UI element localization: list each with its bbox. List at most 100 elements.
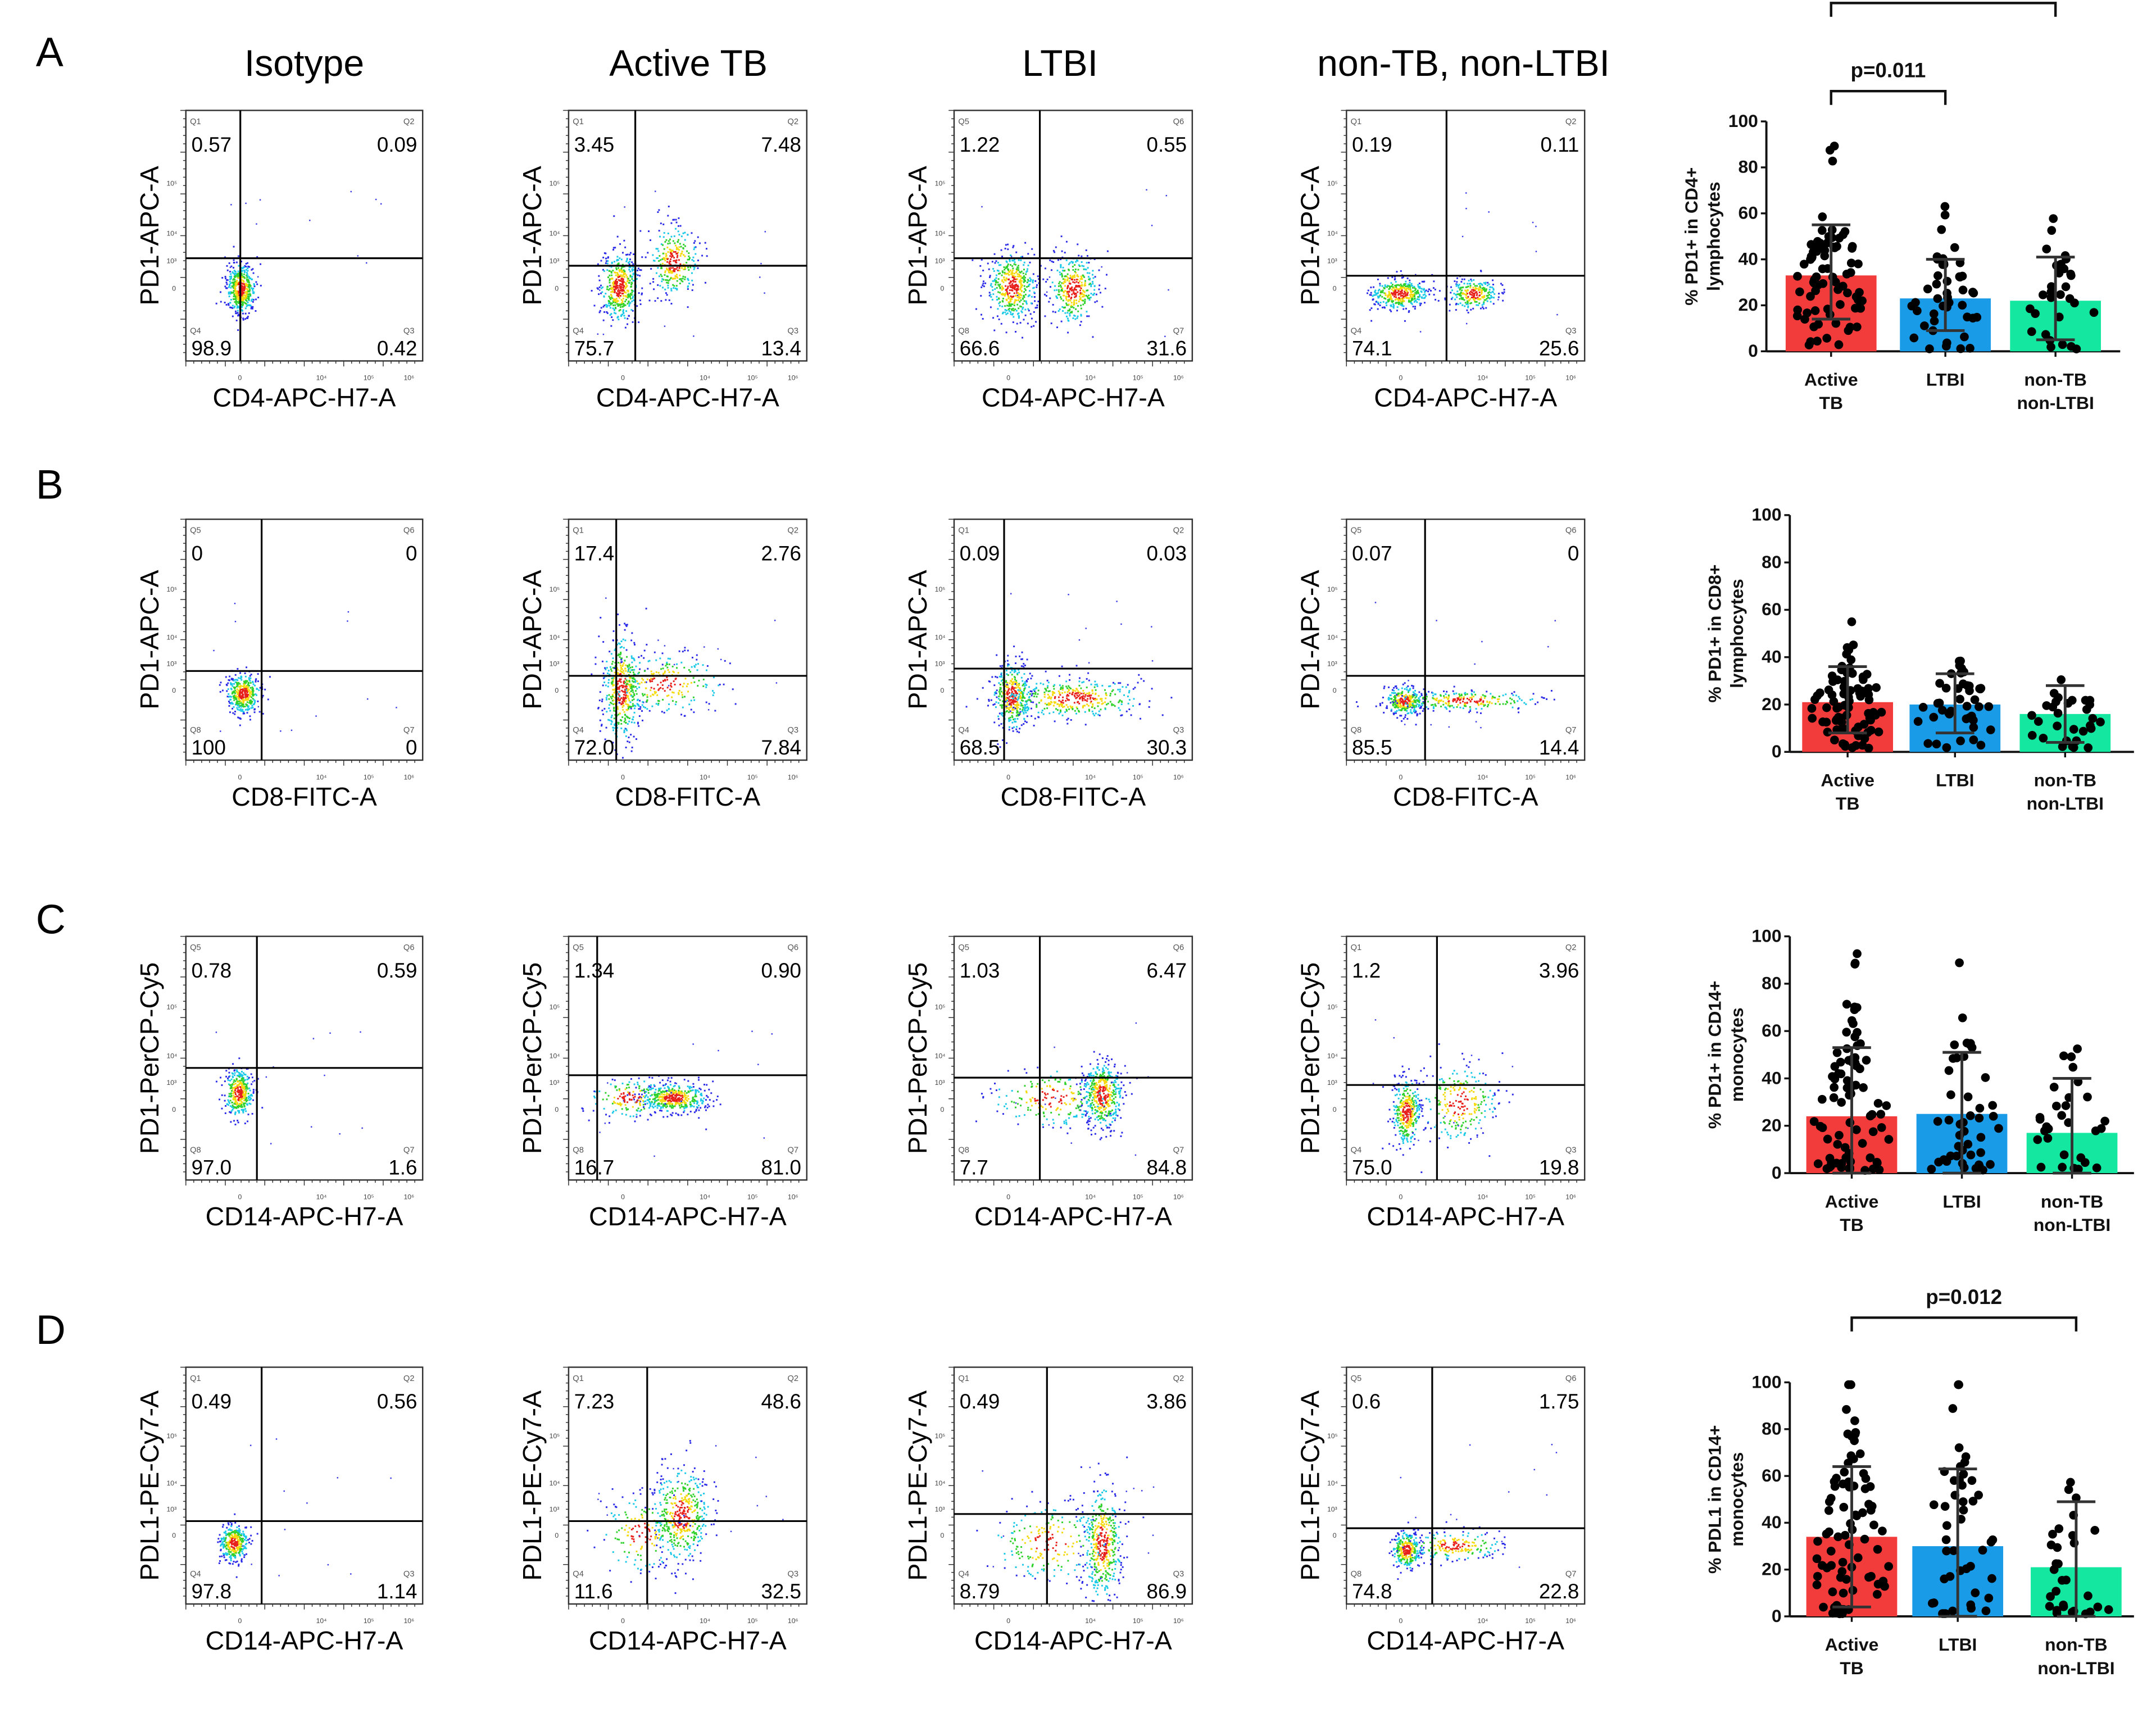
- event-dot: [1072, 281, 1074, 283]
- event-dot: [630, 685, 633, 688]
- y-tick-label: 10⁴: [935, 634, 946, 642]
- event-dot: [1013, 681, 1015, 683]
- event-dot: [629, 296, 631, 298]
- event-dot: [683, 263, 685, 266]
- event-dot: [230, 307, 233, 309]
- event-dot: [1010, 255, 1012, 256]
- event-dot: [237, 693, 239, 696]
- event-dot: [734, 703, 737, 705]
- event-dot: [1005, 681, 1007, 683]
- event-dot: [1007, 243, 1009, 246]
- event-dot: [1479, 283, 1481, 285]
- event-dot: [666, 247, 669, 249]
- event-dot: [1096, 300, 1098, 302]
- event-dot: [623, 315, 625, 317]
- event-dot: [1377, 278, 1379, 280]
- event-dot: [678, 234, 680, 236]
- event-dot: [1400, 287, 1402, 289]
- event-dot: [1017, 267, 1019, 269]
- event-dot: [240, 698, 243, 700]
- event-dot: [224, 302, 226, 304]
- event-dot: [1008, 729, 1010, 731]
- event-dot: [244, 307, 247, 310]
- event-dot: [1013, 718, 1015, 720]
- event-dot: [663, 248, 665, 250]
- event-dot: [1104, 689, 1106, 691]
- event-dot: [1065, 699, 1067, 702]
- event-dot: [1458, 284, 1460, 286]
- event-dot: [657, 702, 660, 705]
- event-dot: [664, 260, 666, 262]
- event-dot: [256, 688, 258, 690]
- event-dot: [669, 658, 671, 660]
- event-dot: [240, 279, 243, 281]
- event-dot: [684, 696, 686, 698]
- event-dot: [1071, 289, 1073, 292]
- event-dot: [1010, 256, 1013, 257]
- event-dot: [982, 317, 984, 320]
- event-dot: [229, 696, 232, 698]
- event-dot: [1075, 289, 1077, 290]
- event-dot: [993, 253, 996, 255]
- event-dot: [656, 272, 657, 274]
- event-dot: [673, 278, 675, 280]
- event-dot: [612, 639, 614, 642]
- event-dot: [1473, 279, 1475, 281]
- event-dot: [634, 678, 636, 680]
- event-dot: [1423, 281, 1425, 283]
- event-dot: [650, 268, 652, 270]
- event-dot: [622, 274, 624, 276]
- event-dot: [636, 269, 638, 271]
- event-dot: [237, 282, 239, 284]
- event-dot: [1377, 301, 1379, 303]
- event-dot: [610, 313, 612, 315]
- event-dot: [642, 701, 644, 703]
- event-dot: [1052, 311, 1054, 313]
- event-dot: [1018, 317, 1020, 319]
- event-dot: [1481, 296, 1483, 298]
- event-dot: [1015, 680, 1018, 682]
- event-dot: [233, 690, 235, 693]
- event-dot: [670, 270, 673, 272]
- event-dot: [1065, 302, 1068, 305]
- event-dot: [620, 697, 623, 699]
- event-dot: [614, 649, 616, 651]
- event-dot: [1023, 712, 1025, 715]
- event-dot: [658, 209, 660, 211]
- event-dot: [1097, 714, 1099, 716]
- event-dot: [1467, 305, 1469, 307]
- event-dot: [636, 693, 638, 695]
- event-dot: [248, 280, 249, 282]
- event-dot: [1051, 281, 1054, 284]
- event-dot: [1013, 292, 1015, 294]
- event-dot: [614, 290, 616, 292]
- event-dot: [1149, 700, 1151, 702]
- event-dot: [242, 295, 244, 297]
- event-dot: [1004, 309, 1006, 311]
- event-dot: [1002, 271, 1004, 274]
- event-dot: [1066, 275, 1068, 278]
- event-dot: [1125, 710, 1128, 712]
- event-dot: [644, 707, 646, 709]
- event-dot: [676, 256, 678, 258]
- event-dot: [1444, 298, 1446, 301]
- event-dot: [705, 669, 707, 671]
- event-dot: [610, 284, 612, 287]
- event-dot: [641, 287, 643, 289]
- event-dot: [1007, 689, 1010, 691]
- event-dot: [1469, 287, 1472, 289]
- event-dot: [234, 288, 236, 290]
- event-dot: [1018, 671, 1020, 674]
- event-dot: [1010, 703, 1012, 706]
- event-dot: [1005, 706, 1007, 708]
- event-dot: [686, 685, 688, 688]
- event-dot: [610, 302, 612, 304]
- event-dot: [633, 721, 636, 724]
- event-dot: [625, 679, 628, 681]
- event-dot: [617, 655, 619, 656]
- event-dot: [668, 708, 670, 710]
- event-dot: [1031, 715, 1033, 717]
- event-dot: [251, 300, 253, 302]
- event-dot: [995, 701, 997, 703]
